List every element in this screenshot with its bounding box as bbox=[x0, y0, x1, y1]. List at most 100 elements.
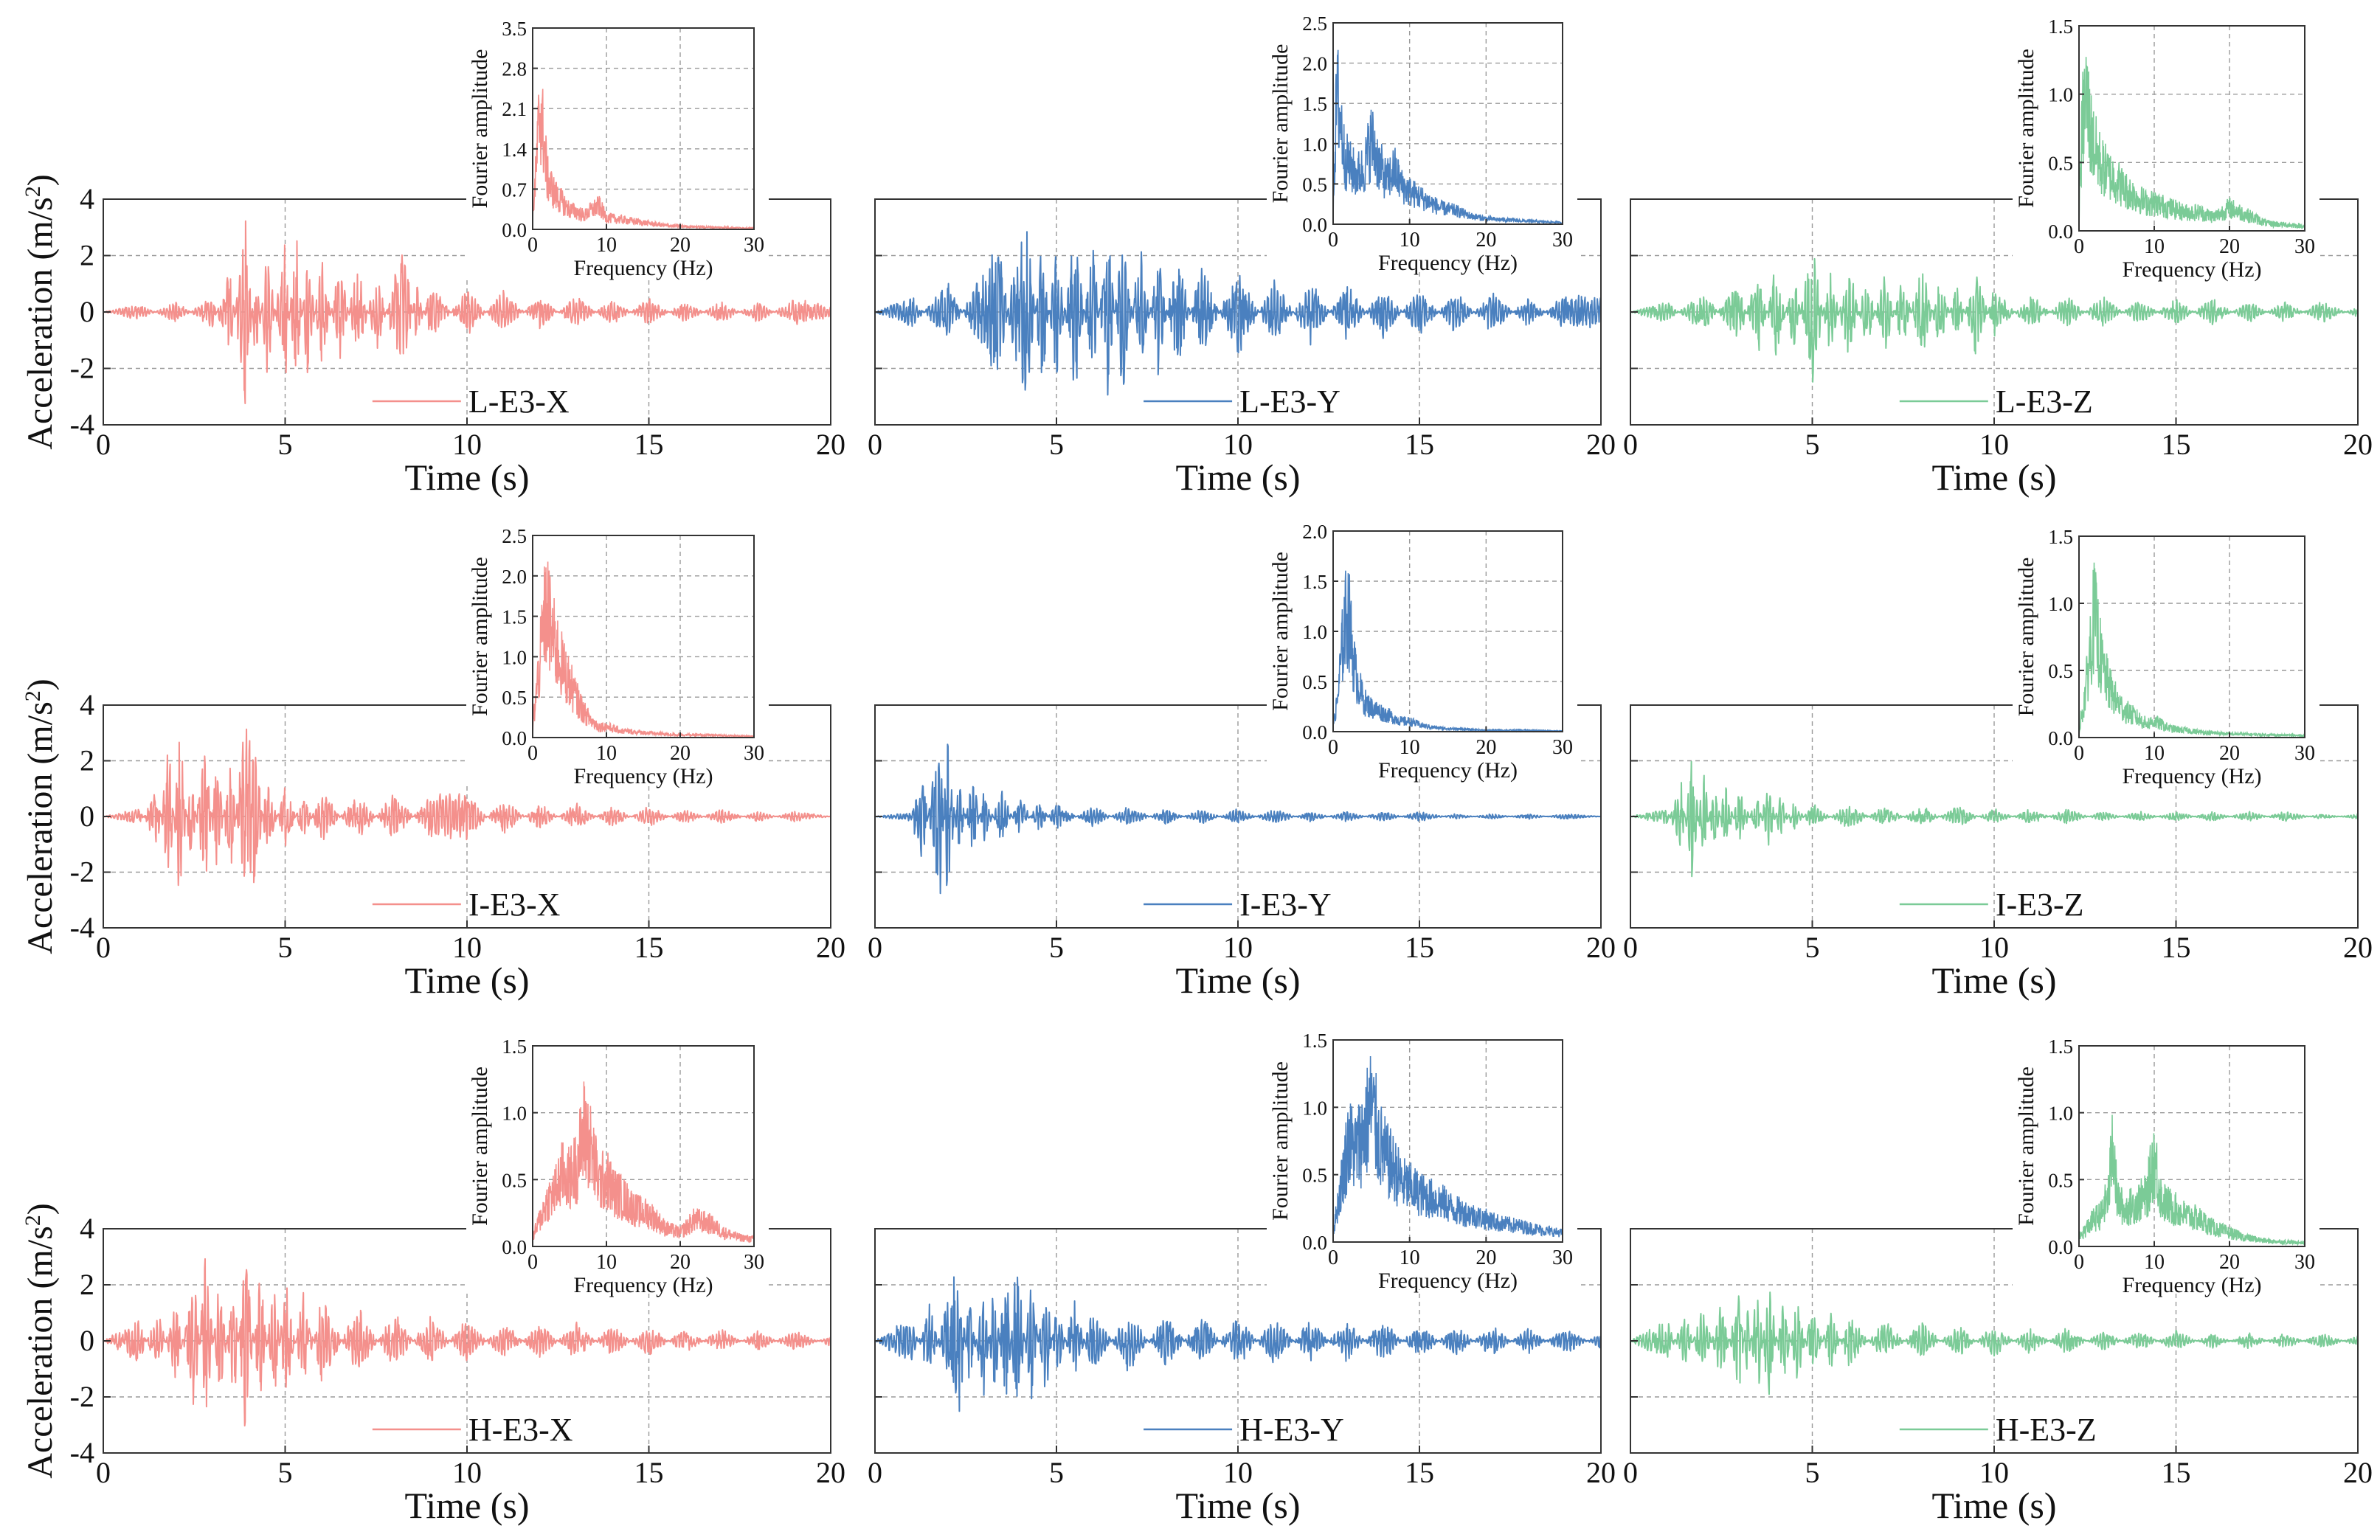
inset-x-axis-label: Frequency (Hz) bbox=[2122, 1273, 2261, 1297]
y-tick-label: 2 bbox=[80, 239, 94, 272]
legend-label: H-E3-X bbox=[468, 1412, 573, 1448]
panel-l-e3-y: 0 5 10 15 20 Time (s) L-E3-Y 0.0 0.5 1.0 1.5 2.0 2.5… bbox=[868, 13, 1616, 498]
x-tick-label: 10 bbox=[452, 931, 482, 964]
inset-y-tick-label: 0.0 bbox=[1302, 721, 1327, 743]
x-tick-label: 10 bbox=[1223, 931, 1253, 964]
panel-h-e3-z: 0 5 10 15 20 Time (s) H-E3-Z 0.0 0.5 1.0 1.5 0 10 20 3… bbox=[1623, 1036, 2373, 1526]
y-tick-label: 2 bbox=[80, 744, 94, 777]
inset-x-tick-label: 20 bbox=[670, 1251, 691, 1274]
inset-y-tick-label: 2.0 bbox=[1302, 53, 1327, 75]
legend-label: L-E3-Z bbox=[1996, 384, 2093, 420]
series-line-i-e3-x bbox=[103, 728, 831, 887]
inset-y-tick-label: 1.5 bbox=[2048, 1036, 2073, 1058]
inset-frame bbox=[1332, 1039, 1563, 1243]
inset-i-e3-y: 0.0 0.5 1.0 1.5 2.0 0 10 20 30 Frequency (Hz) Four… bbox=[1267, 521, 1577, 783]
y-axis-label-superscript: 2 bbox=[21, 690, 45, 701]
inset-background bbox=[2013, 526, 2320, 785]
inset-background bbox=[1267, 13, 1577, 271]
inset-y-axis-label: Fourier amplitude bbox=[1268, 44, 1293, 204]
x-tick-label: 10 bbox=[1979, 428, 2009, 461]
inset-x-tick-label: 0 bbox=[1328, 229, 1338, 252]
inset-y-tick-label: 0.0 bbox=[502, 1236, 527, 1258]
y-tick-label: 0 bbox=[80, 295, 94, 328]
inset-y-tick-label: 0.5 bbox=[502, 687, 527, 709]
x-tick-label: 0 bbox=[96, 1456, 111, 1489]
inset-x-axis-label: Frequency (Hz) bbox=[1378, 1269, 1518, 1293]
x-axis-label: Time (s) bbox=[1175, 457, 1300, 498]
inset-y-tick-label: 1.0 bbox=[502, 646, 527, 668]
inset-y-tick-label: 0.5 bbox=[2048, 1169, 2073, 1191]
legend-label: I-E3-Y bbox=[1239, 887, 1332, 923]
x-tick-label: 10 bbox=[452, 1456, 482, 1489]
inset-y-tick-label: 0.5 bbox=[1302, 1165, 1327, 1187]
x-tick-label: 20 bbox=[1586, 931, 1616, 964]
y-tick-label: 4 bbox=[80, 182, 94, 215]
x-tick-label: 15 bbox=[2162, 428, 2191, 461]
series-line-h-e3-y bbox=[874, 1276, 1602, 1412]
inset-y-tick-label: 2.0 bbox=[502, 566, 527, 588]
inset-y-tick-label: 1.5 bbox=[2048, 526, 2073, 548]
inset-y-tick-label: 1.0 bbox=[2048, 84, 2073, 106]
series-line-h-e3-z bbox=[1630, 1291, 2359, 1395]
inset-background bbox=[466, 525, 769, 785]
inset-y-axis-label: Fourier amplitude bbox=[468, 1066, 492, 1226]
series-line-i-e3-y bbox=[874, 743, 1602, 895]
inset-x-tick-label: 0 bbox=[2074, 1251, 2084, 1274]
inset-frame bbox=[1332, 22, 1563, 225]
x-tick-label: 0 bbox=[868, 1456, 882, 1489]
inset-y-tick-label: 1.0 bbox=[2048, 593, 2073, 615]
inset-y-tick-label: 2.5 bbox=[502, 525, 527, 547]
x-axis-label: Time (s) bbox=[404, 457, 529, 498]
panel-i-e3-z: 0 5 10 15 20 Time (s) I-E3-Z 0.0 0.5 1.0 1.5 0 10 20 3… bbox=[1623, 526, 2373, 1001]
inset-h-e3-x: 0.0 0.5 1.0 1.5 0 10 20 30 Frequency (Hz) Fourier… bbox=[466, 1036, 769, 1297]
y-tick-label: 2 bbox=[80, 1268, 94, 1301]
inset-x-tick-label: 10 bbox=[2144, 235, 2165, 258]
x-axis-label: Time (s) bbox=[404, 1485, 529, 1526]
inset-y-axis-label: Fourier amplitude bbox=[2014, 1066, 2038, 1226]
inset-background bbox=[1267, 521, 1577, 779]
inset-y-axis-label: Fourier amplitude bbox=[468, 49, 492, 209]
inset-x-tick-label: 20 bbox=[2219, 742, 2240, 765]
inset-x-axis-label: Frequency (Hz) bbox=[573, 764, 713, 788]
legend-label: I-E3-Z bbox=[1996, 887, 2084, 923]
inset-x-tick-label: 20 bbox=[670, 742, 691, 765]
x-tick-label: 15 bbox=[634, 931, 664, 964]
inset-l-e3-y: 0.0 0.5 1.0 1.5 2.0 2.5 0 10 20 30 Frequency (Hz) F… bbox=[1267, 13, 1577, 275]
inset-spectrum-line bbox=[532, 1081, 755, 1247]
inset-x-axis-label: Frequency (Hz) bbox=[2122, 764, 2261, 788]
inset-frame bbox=[532, 1045, 755, 1247]
inset-x-axis-label: Frequency (Hz) bbox=[2122, 257, 2261, 282]
x-tick-label: 15 bbox=[1405, 428, 1434, 461]
inset-x-tick-label: 30 bbox=[744, 742, 764, 765]
inset-x-tick-label: 0 bbox=[527, 1251, 538, 1274]
inset-y-tick-label: 0.5 bbox=[1302, 671, 1327, 693]
inset-x-axis-label: Frequency (Hz) bbox=[573, 1273, 713, 1297]
x-tick-label: 15 bbox=[1405, 931, 1434, 964]
inset-y-tick-label: 2.1 bbox=[502, 98, 527, 120]
x-tick-label: 15 bbox=[1405, 1456, 1434, 1489]
inset-x-tick-label: 30 bbox=[2294, 1251, 2315, 1274]
inset-x-tick-label: 20 bbox=[2219, 1251, 2240, 1274]
y-tick-label: -2 bbox=[70, 352, 94, 385]
x-axis-label: Time (s) bbox=[1931, 960, 2056, 1001]
series-line-i-e3-z bbox=[1630, 760, 2359, 878]
x-tick-label: 10 bbox=[1223, 428, 1253, 461]
x-tick-label: 20 bbox=[2343, 428, 2373, 461]
x-tick-label: 20 bbox=[2343, 931, 2373, 964]
inset-h-e3-z: 0.0 0.5 1.0 1.5 0 10 20 30 Frequency (Hz) Fourier… bbox=[2013, 1036, 2320, 1297]
inset-i-e3-x: 0.0 0.5 1.0 1.5 2.0 2.5 0 10 20 30 Frequency (Hz) F… bbox=[466, 525, 769, 788]
legend-label: H-E3-Z bbox=[1996, 1412, 2097, 1448]
inset-y-tick-label: 1.5 bbox=[2048, 15, 2073, 38]
x-tick-label: 20 bbox=[1586, 428, 1616, 461]
inset-x-tick-label: 30 bbox=[744, 1251, 764, 1274]
legend-label: L-E3-Y bbox=[1239, 384, 1341, 420]
inset-spectrum-line bbox=[2078, 57, 2305, 232]
inset-y-tick-label: 2.5 bbox=[1302, 13, 1327, 35]
inset-y-tick-label: 0.5 bbox=[2048, 152, 2073, 174]
inset-background bbox=[466, 18, 769, 277]
inset-x-tick-label: 20 bbox=[1476, 229, 1496, 252]
y-axis-label-close: ) bbox=[21, 174, 60, 186]
